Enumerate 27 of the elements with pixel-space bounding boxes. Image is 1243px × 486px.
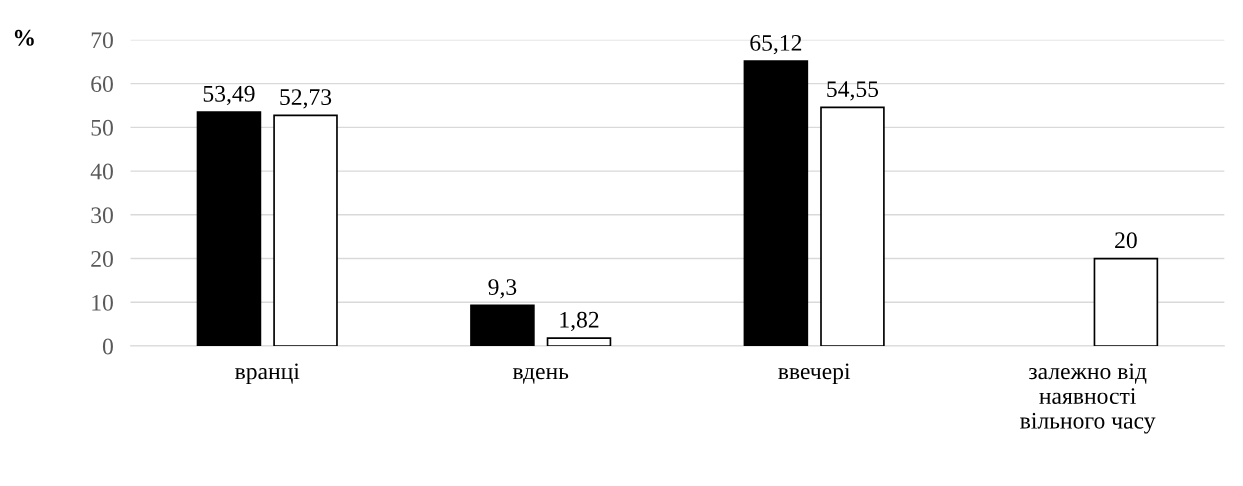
y-tick-label: 20	[91, 251, 113, 267]
y-tick-label: 10	[92, 294, 113, 311]
x-tick-label: залежно від наявності вільного часу	[1020, 363, 1156, 434]
x-tick-label: ввечері	[778, 363, 851, 385]
bar	[743, 60, 809, 347]
y-tick-label: 50	[91, 119, 113, 136]
y-tick-label: 30	[91, 207, 113, 224]
y-tick-label: 60	[91, 76, 113, 93]
data-label: 65,12	[750, 34, 802, 55]
bar	[470, 304, 535, 347]
data-label: 52,73	[280, 89, 332, 109]
data-label: 54,55	[827, 81, 879, 101]
y-axis-title: %	[14, 29, 34, 46]
x-tick-label: вранці	[235, 363, 300, 385]
bar	[273, 114, 338, 347]
bar	[546, 337, 612, 347]
bar	[196, 111, 262, 347]
y-tick-label: 70	[91, 32, 113, 49]
y-tick-label: 0	[102, 338, 113, 355]
data-label: 20	[1115, 232, 1137, 249]
data-label: 53,49	[203, 85, 255, 106]
bar	[820, 106, 885, 347]
data-label: 1,82	[560, 311, 599, 332]
data-label: 9,3	[488, 279, 517, 299]
y-tick-label: 40	[90, 163, 113, 180]
x-tick-label: вдень	[512, 367, 569, 384]
bar	[1093, 257, 1159, 347]
